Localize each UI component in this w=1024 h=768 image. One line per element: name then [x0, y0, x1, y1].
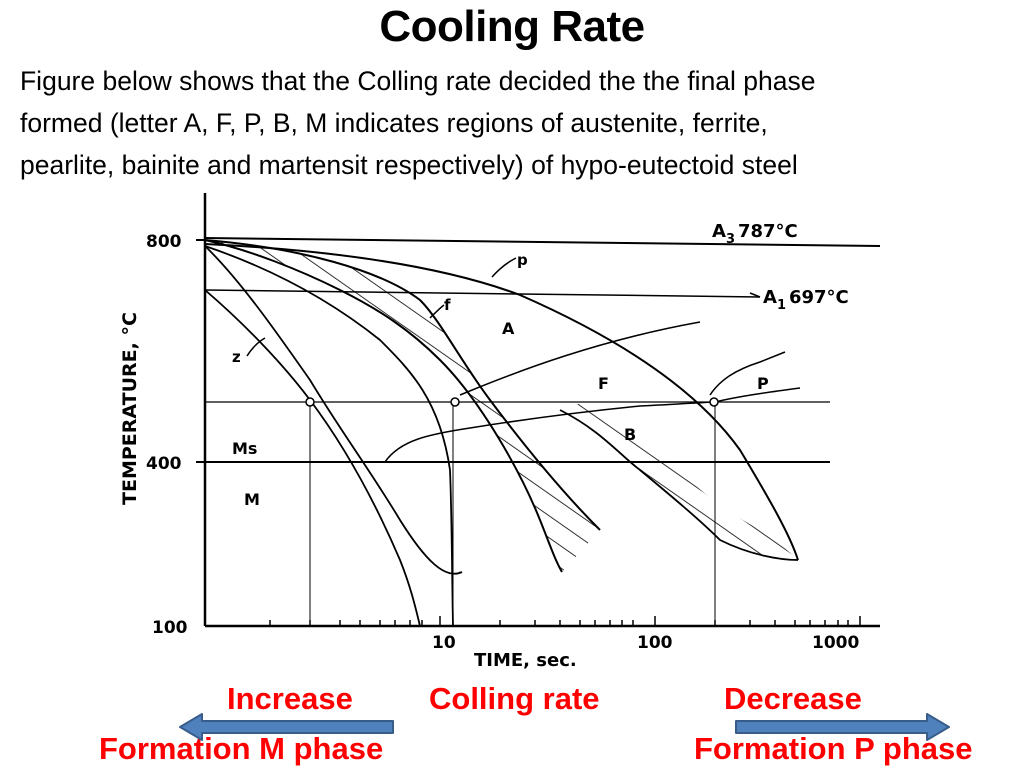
a1-label: A1 697°C	[763, 287, 849, 313]
intro-line-2: formed (letter A, F, P, B, M indicates r…	[20, 108, 768, 138]
y-tick-800: 800	[146, 232, 182, 252]
x-tick-1000: 1000	[812, 633, 859, 653]
diagram-frame	[203, 193, 880, 628]
y-tick-100: 100	[152, 618, 188, 638]
intro-paragraph: Figure below shows that the Colling rate…	[20, 60, 1010, 186]
y-tick-400: 400	[146, 454, 182, 474]
decrease-label: Decrease	[724, 681, 862, 716]
ferrite-start-line	[459, 321, 701, 396]
x-axis-title: TIME, sec.	[474, 650, 577, 671]
x-tick-100: 100	[637, 633, 673, 653]
leader-z	[246, 337, 266, 357]
intersection-dot-3	[709, 397, 719, 407]
pearlite-finish-line	[714, 387, 801, 403]
region-label-m: M	[244, 490, 260, 509]
intro-line-3: pearlite, bainite and martensit respecti…	[20, 150, 798, 180]
band-lower-boundary	[204, 239, 563, 573]
intersection-dot-2	[450, 397, 460, 407]
curve-label-p: p	[517, 251, 528, 269]
left-arrow-icon	[179, 713, 394, 741]
curve-label-z: z	[232, 348, 241, 366]
curve-label-f: f	[444, 296, 451, 314]
a1-arrow-tick	[749, 292, 761, 298]
x-minor-ticks	[269, 616, 861, 626]
increase-label: Increase	[227, 681, 353, 716]
formation-m-label: Formation M phase	[99, 731, 384, 766]
pearlite-start-line	[709, 351, 786, 396]
leader-f	[429, 304, 445, 319]
y-axis-title: TEMPERATURE, °C	[119, 312, 141, 505]
region-label-f: F	[598, 374, 609, 393]
a3-label: A3 787°C	[712, 221, 798, 247]
region-label-b: B	[624, 425, 636, 444]
x-tick-10: 10	[432, 633, 456, 653]
a1-line	[204, 289, 761, 298]
intersection-dot-1	[305, 397, 315, 407]
cooling-curve-steep	[204, 245, 463, 575]
right-arrow-icon	[735, 713, 950, 741]
bainite-band-boundary	[559, 409, 799, 561]
slide-title: Cooling Rate	[379, 2, 645, 51]
intro-line-1: Figure below shows that the Colling rate…	[20, 66, 816, 96]
region-label-p: P	[757, 374, 769, 393]
bainite-start-curve	[384, 401, 716, 463]
region-label-ms: Ms	[232, 439, 257, 458]
cooling-curve-f	[204, 245, 454, 627]
band-upper-boundary	[204, 239, 601, 531]
a3-line	[204, 237, 881, 247]
hatched-band-bainite	[560, 400, 798, 560]
leader-p	[491, 257, 517, 278]
colling-rate-label: Colling rate	[429, 681, 600, 716]
cooling-curve-p	[204, 243, 799, 561]
cooling-curve-z	[204, 289, 421, 627]
region-label-a: A	[502, 319, 515, 338]
